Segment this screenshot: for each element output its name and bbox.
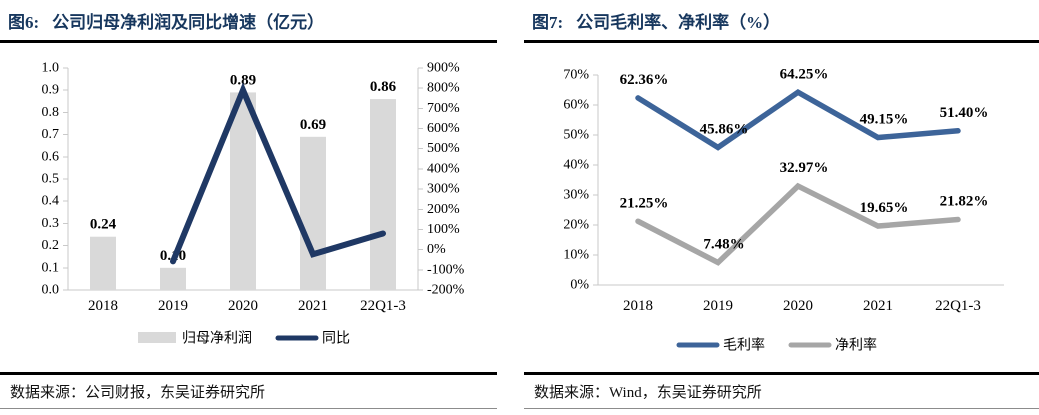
figure-7-number: 图7: <box>532 13 564 32</box>
right-axis-tick-label: 200% <box>427 202 460 217</box>
figure-6-source-rule <box>0 372 497 375</box>
bar-label-2018: 0.24 <box>90 217 117 233</box>
net-profit-yoy-chart: 0.0 0.1 0.2 0.3 0.4 0.5 0.6 0.7 0.8 0.9 1.0 -200% -1… <box>42 61 465 347</box>
legend-label-gross-margin: 毛利率 <box>723 337 765 354</box>
bar-2018 <box>90 236 116 290</box>
gross-margin-label-2018: 62.36% <box>620 72 669 88</box>
margin-rate-chart: 0% 10% 20% 30% 40% 50% 60% 70% 62.36% 45.86% 64.25… <box>563 66 1004 354</box>
right-axis-tick-label: 600% <box>427 121 460 136</box>
y-axis-tick-label: 70% <box>563 68 589 83</box>
figure-7-title: 图7: 公司毛利率、净利率（%） <box>532 8 1035 33</box>
bar-label-22Q1-3: 0.86 <box>370 79 397 95</box>
figure-7-panel: 图7: 公司毛利率、净利率（%） 0% 10% 20% 30% 40% 50% 60% 70% 6… <box>524 0 1039 415</box>
figure-7-title-text: 公司毛利率、净利率（%） <box>576 13 781 32</box>
figure-7-source-rule <box>524 372 1039 375</box>
gross-margin-label-2021: 49.15% <box>860 112 909 128</box>
y-axis-tick-label: 10% <box>563 248 589 263</box>
left-axis-tick-label: 0.3 <box>42 216 60 231</box>
gross-margin-label-2019: 45.86% <box>700 121 749 137</box>
right-axis-tick-label: 100% <box>427 222 460 237</box>
gross-margin-label-2020: 64.25% <box>780 66 829 82</box>
figure-7-bottom-rule <box>524 408 1039 409</box>
right-axis-tick-label: 300% <box>427 182 460 197</box>
bar-2019 <box>160 267 186 290</box>
left-axis-tick-label: 0.5 <box>42 172 60 187</box>
left-axis-tick-label: 0.2 <box>42 238 60 253</box>
legend-label-yoy: 同比 <box>322 331 350 347</box>
figure-6-number: 图6: <box>8 13 40 32</box>
net-margin-label-2021: 19.65% <box>860 200 909 216</box>
x-label-2021: 2021 <box>863 298 893 314</box>
left-axis-tick-label: 0.6 <box>42 149 60 164</box>
left-axis-tick-label: 0.1 <box>42 260 60 275</box>
bar-2020 <box>230 92 256 290</box>
left-axis-tick-label: 0.8 <box>42 105 60 120</box>
figure-6-title-rule <box>0 40 497 43</box>
x-label-2020: 2020 <box>783 298 813 314</box>
right-axis-tick-label: -200% <box>427 283 465 298</box>
left-axis-tick-label: 0.9 <box>42 83 60 98</box>
figure-7-source: 数据来源：Wind，东吴证券研究所 <box>534 385 762 401</box>
y-axis-tick-label: 60% <box>563 98 589 113</box>
figure-6-source: 数据来源：公司财报，东吴证券研究所 <box>10 385 266 401</box>
x-label-22Q1-3: 22Q1-3 <box>360 298 406 314</box>
gross-margin-label-22Q1-3: 51.40% <box>940 105 989 121</box>
legend-label-net-margin: 净利率 <box>835 337 877 354</box>
figure-6-bottom-rule <box>0 408 497 409</box>
net-margin-line <box>635 182 961 266</box>
right-axis-tick-label: -100% <box>427 262 465 277</box>
y-axis-tick-label: 30% <box>563 188 589 203</box>
net-margin-label-2020: 32.97% <box>780 160 829 176</box>
x-label-2019: 2019 <box>703 298 733 314</box>
right-axis-tick-label: 800% <box>427 81 460 96</box>
x-label-2018: 2018 <box>623 298 653 314</box>
y-axis-tick-label: 0% <box>570 278 589 293</box>
x-label-22Q1-3: 22Q1-3 <box>935 298 981 314</box>
y-axis-tick-label: 50% <box>563 128 589 143</box>
bar-label-2019: 0.10 <box>160 248 186 264</box>
left-axis-tick-label: 0.7 <box>42 127 60 142</box>
right-axis-tick-label: 500% <box>427 141 460 156</box>
right-axis-tick-label: 900% <box>427 61 460 76</box>
left-axis-tick-label: 0.0 <box>42 283 60 298</box>
legend-swatch-net-profit <box>138 332 176 343</box>
bar-2021 <box>300 136 326 290</box>
left-axis-tick-label: 1.0 <box>42 61 60 76</box>
x-label-2018: 2018 <box>88 298 118 314</box>
net-margin-label-2018: 21.25% <box>620 195 669 211</box>
net-margin-label-22Q1-3: 21.82% <box>940 194 989 210</box>
y-axis-tick-label: 20% <box>563 218 589 233</box>
x-label-2019: 2019 <box>158 298 188 314</box>
x-label-2021: 2021 <box>298 298 328 314</box>
right-axis-tick-label: 400% <box>427 161 460 176</box>
figure-6-title: 图6: 公司归母净利润及同比增速（亿元） <box>8 8 493 33</box>
yoy-line <box>170 82 386 265</box>
figure-6-title-text: 公司归母净利润及同比增速（亿元） <box>52 13 325 32</box>
right-axis-tick-label: 0% <box>427 242 446 257</box>
net-margin-label-2019: 7.48% <box>703 237 744 253</box>
bar-label-2021: 0.69 <box>300 117 326 133</box>
gross-margin-line <box>635 89 961 151</box>
legend-label-net-profit: 归母净利润 <box>182 330 252 347</box>
bar-label-2020: 0.89 <box>230 72 256 88</box>
bar-22Q1-3 <box>370 99 396 290</box>
right-axis-tick-label: 700% <box>427 101 460 116</box>
figure-6-panel: 图6: 公司归母净利润及同比增速（亿元） 0.0 0.1 0.2 0.3 0.4 0.5 0.… <box>0 0 497 415</box>
x-label-2020: 2020 <box>228 298 258 314</box>
left-axis-tick-label: 0.4 <box>42 194 60 209</box>
figure-7-title-rule <box>524 40 1039 43</box>
y-axis-tick-label: 40% <box>563 158 589 173</box>
